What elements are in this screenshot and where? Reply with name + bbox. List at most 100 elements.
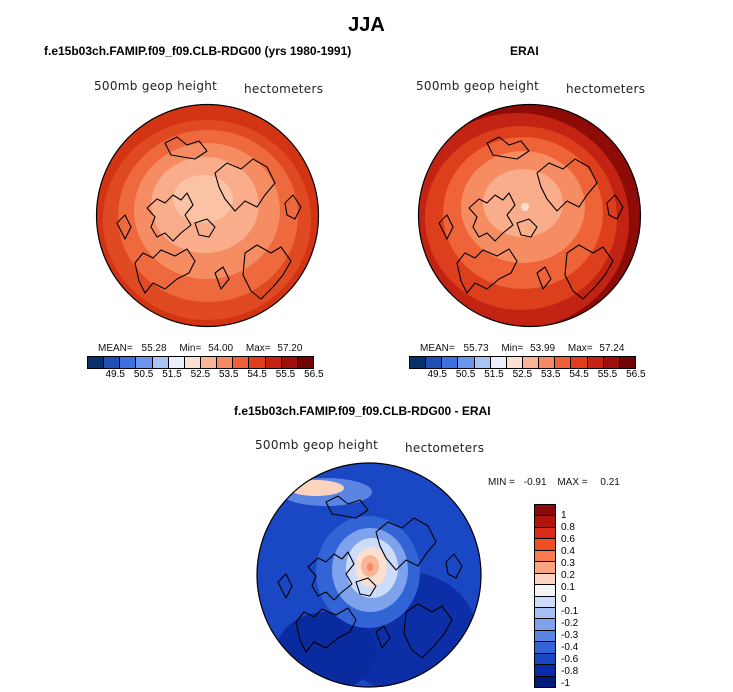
colorbar-swatch bbox=[535, 527, 555, 540]
model-polar-map bbox=[95, 103, 320, 328]
colorbar-swatch bbox=[136, 357, 153, 368]
colorbar-tick-label: 52.5 bbox=[512, 369, 533, 380]
colorbar-tick-label: -0.1 bbox=[561, 606, 579, 617]
colorbar-swatch bbox=[104, 357, 121, 368]
colorbar-tick-label: 54.5 bbox=[569, 369, 589, 380]
colorbar-swatch bbox=[233, 357, 250, 368]
colorbar-tick-label: 53.5 bbox=[218, 369, 239, 380]
obs-field-label: 500mb geop height bbox=[416, 79, 540, 93]
colorbar-swatch bbox=[535, 539, 555, 551]
colorbar-tick-label: -0.3 bbox=[561, 630, 579, 641]
colorbar-swatch bbox=[539, 357, 556, 368]
colorbar-tick-label: 54.5 bbox=[247, 369, 267, 380]
diff-min-label: MIN = bbox=[488, 477, 515, 488]
colorbar-tick-label: -0.2 bbox=[561, 618, 579, 629]
colorbar-swatch bbox=[184, 357, 201, 368]
model-field-label: 500mb geop height bbox=[94, 79, 218, 93]
figure-title: JJA bbox=[348, 14, 385, 36]
colorbar-swatch bbox=[555, 357, 572, 368]
obs-colorbar-labels: 49.5 50.5 51.5 52.5 53.5 54.5 55.5 56.5 bbox=[423, 369, 650, 380]
diff-field-label: 500mb geop height bbox=[255, 438, 379, 452]
colorbar-tick-label: 50.5 bbox=[455, 369, 476, 380]
colorbar-swatch bbox=[535, 653, 555, 666]
colorbar-tick-label: 50.5 bbox=[133, 369, 154, 380]
diff-min-value: -0.91 bbox=[523, 477, 547, 488]
model-colorbar-swatches bbox=[87, 356, 314, 369]
model-max-value: 57.20 bbox=[277, 343, 303, 354]
colorbar-swatch bbox=[458, 357, 475, 368]
obs-colorbar: 49.5 50.5 51.5 52.5 53.5 54.5 55.5 56.5 bbox=[409, 356, 646, 380]
colorbar-swatch bbox=[249, 357, 266, 368]
colorbar-tick-label: 0 bbox=[561, 594, 567, 605]
obs-min-label: Min= bbox=[501, 343, 524, 354]
colorbar-swatch bbox=[535, 607, 555, 620]
colorbar-tick-label: 51.5 bbox=[484, 369, 504, 380]
colorbar-tick-label: 55.5 bbox=[597, 369, 618, 380]
colorbar-tick-label: 1 bbox=[561, 510, 567, 521]
colorbar-tick-label: 0.4 bbox=[561, 546, 575, 557]
colorbar-swatch bbox=[535, 573, 555, 586]
colorbar-swatch bbox=[200, 357, 218, 368]
colorbar-swatch bbox=[506, 357, 523, 368]
colorbar-tick-label: 53.5 bbox=[540, 369, 561, 380]
model-panel-title: f.e15b03ch.FAMIP.f09_f09.CLB-RDG00 (yrs … bbox=[44, 44, 352, 58]
model-units-label: hectometers bbox=[244, 82, 324, 96]
colorbar-swatch bbox=[535, 516, 555, 528]
diff-stats-line: MIN = -0.91 MAX = 0.21 bbox=[488, 477, 620, 488]
colorbar-swatch bbox=[535, 630, 555, 643]
model-min-value: 54.00 bbox=[208, 343, 234, 354]
diff-polar-map bbox=[256, 462, 482, 688]
colorbar-tick-label: 49.5 bbox=[105, 369, 125, 380]
obs-mean-value: 55.73 bbox=[463, 343, 489, 354]
colorbar-swatch bbox=[474, 357, 491, 368]
colorbar-swatch bbox=[535, 642, 555, 654]
model-min-label: Min= bbox=[179, 343, 202, 354]
diff-units-label: hectometers bbox=[405, 441, 485, 455]
colorbar-swatch bbox=[619, 357, 635, 368]
colorbar-swatch bbox=[281, 357, 298, 368]
model-max-label: Max= bbox=[245, 343, 271, 354]
colorbar-swatch bbox=[535, 619, 555, 631]
colorbar-swatch bbox=[490, 357, 507, 368]
colorbar-tick-label: -1 bbox=[561, 678, 570, 689]
obs-polar-map bbox=[417, 103, 642, 328]
diff-colorbar-labels: 1 0.8 0.6 0.4 0.3 0.2 0.1 0 -0.1 -0.2 -0.3 -0.4 -0.6… bbox=[561, 504, 579, 689]
diff-panel-title: f.e15b03ch.FAMIP.f09_f09.CLB-RDG00 - ERA… bbox=[234, 404, 491, 418]
colorbar-swatch bbox=[535, 505, 555, 517]
model-mean-value: 55.28 bbox=[141, 343, 167, 354]
colorbar-swatch bbox=[535, 665, 555, 677]
colorbar-tick-label: -0.4 bbox=[561, 642, 579, 653]
colorbar-swatch bbox=[217, 357, 234, 368]
colorbar-swatch bbox=[265, 357, 282, 368]
colorbar-tick-label: 56.5 bbox=[626, 369, 646, 380]
colorbar-swatch bbox=[535, 676, 555, 687]
colorbar-swatch bbox=[535, 562, 555, 574]
colorbar-swatch bbox=[522, 357, 540, 368]
obs-units-label: hectometers bbox=[566, 82, 646, 96]
colorbar-swatch bbox=[120, 357, 137, 368]
obs-min-value: 53.99 bbox=[530, 343, 556, 354]
colorbar-swatch bbox=[168, 357, 185, 368]
colorbar-tick-label: 0.1 bbox=[561, 582, 575, 593]
colorbar-tick-label: 51.5 bbox=[162, 369, 182, 380]
obs-max-label: Max= bbox=[567, 343, 593, 354]
obs-max-value: 57.24 bbox=[599, 343, 625, 354]
obs-panel-title: ERAI bbox=[510, 44, 539, 58]
colorbar-swatch bbox=[603, 357, 620, 368]
colorbar-swatch bbox=[426, 357, 443, 368]
colorbar-tick-label: 0.3 bbox=[561, 558, 575, 569]
colorbar-tick-label: 55.5 bbox=[275, 369, 296, 380]
obs-stats-line: MEAN= 55.73 Min= 53.99 Max= 57.24 bbox=[420, 343, 642, 354]
colorbar-swatch bbox=[442, 357, 459, 368]
colorbar-tick-label: 0.6 bbox=[561, 534, 575, 545]
obs-colorbar-swatches bbox=[409, 356, 636, 369]
diff-colorbar: 1 0.8 0.6 0.4 0.3 0.2 0.1 0 -0.1 -0.2 -0.3 -0.4 -0.6… bbox=[534, 504, 579, 689]
colorbar-tick-label: 52.5 bbox=[190, 369, 211, 380]
diff-colorbar-swatches bbox=[534, 504, 556, 688]
colorbar-tick-label: 56.5 bbox=[304, 369, 324, 380]
colorbar-tick-label: -0.8 bbox=[561, 666, 579, 677]
colorbar-swatch bbox=[587, 357, 604, 368]
model-colorbar-labels: 49.5 50.5 51.5 52.5 53.5 54.5 55.5 56.5 bbox=[101, 369, 328, 380]
model-colorbar: 49.5 50.5 51.5 52.5 53.5 54.5 55.5 56.5 bbox=[87, 356, 324, 380]
colorbar-tick-label: 0.8 bbox=[561, 522, 575, 533]
